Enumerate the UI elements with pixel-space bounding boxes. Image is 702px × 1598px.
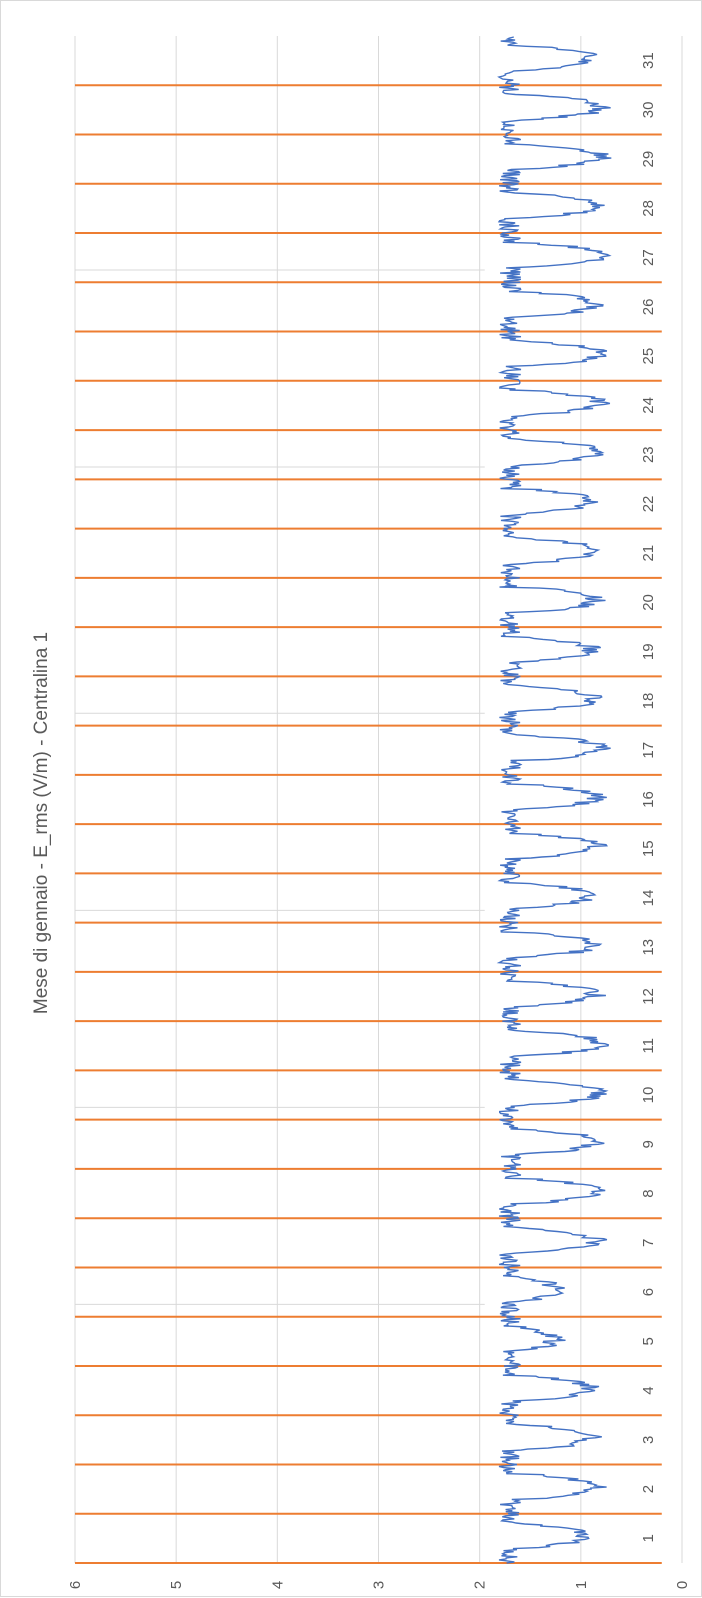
y-tick-layer: 0 1 2 3 4 5 6 bbox=[67, 1581, 691, 1589]
x-tick-label-25: 25 bbox=[640, 348, 657, 365]
day-separator-layer bbox=[75, 84, 662, 1564]
y-tick-label-0: 0 bbox=[674, 1581, 691, 1589]
x-tick-label-8: 8 bbox=[640, 1189, 657, 1197]
x-tick-label-1: 1 bbox=[640, 1534, 657, 1542]
x-tick-label-19: 19 bbox=[640, 643, 657, 660]
x-tick-label-30: 30 bbox=[640, 102, 657, 119]
x-tick-label-18: 18 bbox=[640, 693, 657, 710]
grid-layer bbox=[74, 36, 683, 1563]
y-tick-label-2: 2 bbox=[472, 1581, 489, 1589]
y-tick-label-3: 3 bbox=[371, 1581, 388, 1589]
x-tick-label-6: 6 bbox=[640, 1288, 657, 1296]
x-tick-label-15: 15 bbox=[640, 840, 657, 857]
x-tick-label-12: 12 bbox=[640, 988, 657, 1005]
y-tick-label-4: 4 bbox=[269, 1581, 286, 1589]
x-tick-label-10: 10 bbox=[640, 1087, 657, 1104]
x-tick-label-3: 3 bbox=[640, 1436, 657, 1444]
y-tick-label-5: 5 bbox=[168, 1581, 185, 1589]
x-tick-label-26: 26 bbox=[640, 299, 657, 316]
x-tick-label-31: 31 bbox=[640, 52, 657, 69]
x-tick-label-28: 28 bbox=[640, 200, 657, 217]
x-tick-label-7: 7 bbox=[640, 1239, 657, 1247]
x-tick-label-27: 27 bbox=[640, 249, 657, 266]
x-tick-label-24: 24 bbox=[640, 397, 657, 414]
x-tick-label-22: 22 bbox=[640, 496, 657, 513]
x-tick-label-17: 17 bbox=[640, 742, 657, 759]
x-tick-label-21: 21 bbox=[640, 545, 657, 562]
x-tick-label-2: 2 bbox=[640, 1485, 657, 1493]
x-tick-label-5: 5 bbox=[640, 1337, 657, 1345]
series-line-e-rms bbox=[496, 36, 612, 1564]
x-tick-label-23: 23 bbox=[640, 446, 657, 463]
x-tick-label-16: 16 bbox=[640, 791, 657, 808]
series-layer bbox=[496, 36, 612, 1564]
x-tick-label-9: 9 bbox=[640, 1140, 657, 1148]
y-tick-label-1: 1 bbox=[573, 1581, 590, 1589]
x-tick-label-4: 4 bbox=[640, 1386, 657, 1394]
x-tick-label-14: 14 bbox=[640, 890, 657, 907]
y-tick-label-6: 6 bbox=[67, 1581, 84, 1589]
x-tick-label-13: 13 bbox=[640, 939, 657, 956]
chart-title: Mese di gennaio - E_rms (V/m) - Centrali… bbox=[31, 632, 52, 1014]
x-tick-label-20: 20 bbox=[640, 594, 657, 611]
x-tick-layer: 1234567891011121314151617181920212223242… bbox=[640, 52, 657, 1542]
x-tick-label-29: 29 bbox=[640, 151, 657, 168]
x-tick-label-11: 11 bbox=[640, 1038, 657, 1054]
